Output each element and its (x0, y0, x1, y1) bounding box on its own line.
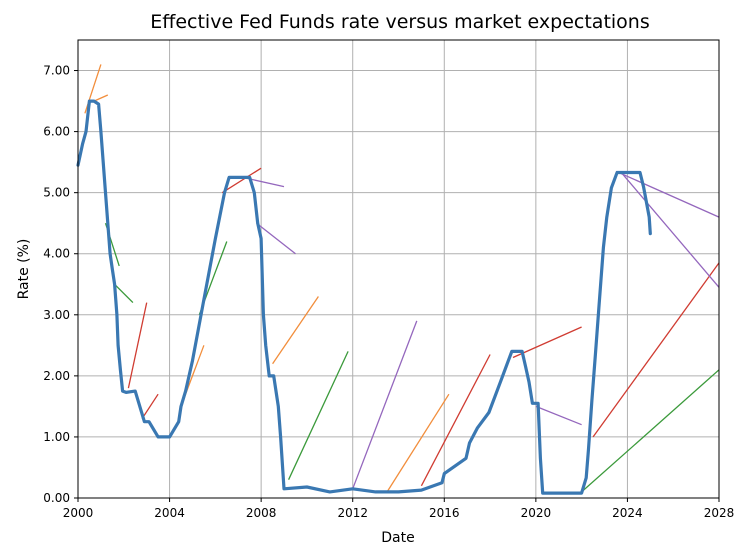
expectation-line (420, 354, 491, 487)
x-tick-label: 2024 (612, 506, 643, 520)
expectation-line (141, 393, 159, 419)
expectation-line (512, 326, 582, 359)
y-tick-label: 0.00 (43, 491, 70, 505)
expectation-line (386, 393, 450, 493)
x-tick-label: 2020 (521, 506, 552, 520)
axes-frame (77, 39, 720, 499)
x-tick-label: 2016 (429, 506, 460, 520)
expectation-line (535, 405, 582, 426)
y-tick-label: 2.00 (43, 369, 70, 383)
expectation-line (352, 320, 418, 490)
x-tick-label: 2004 (154, 506, 185, 520)
expectation-line (127, 302, 148, 389)
chart-title: Effective Fed Funds rate versus market e… (150, 11, 650, 33)
y-tick-label: 3.00 (43, 308, 70, 322)
effective-rate-line (76, 99, 652, 495)
y-tick-label: 7.00 (43, 64, 70, 78)
x-tick-label: 2008 (246, 506, 277, 520)
expectation-line (114, 283, 134, 304)
expectation-line (592, 262, 720, 438)
expectation-line (256, 222, 296, 255)
expectation-line (581, 369, 720, 493)
plot-area (76, 64, 720, 495)
expectation-line (93, 94, 109, 102)
y-axis-label: Rate (%) (16, 239, 32, 300)
y-tick-label: 6.00 (43, 125, 70, 139)
y-tick-label: 4.00 (43, 247, 70, 261)
ticks: 2000 2004 2008 2012 2016 2020 2024 2028 0.00 1.00… (43, 64, 734, 520)
x-axis-label: Date (381, 530, 414, 546)
x-tick-label: 2000 (63, 506, 94, 520)
y-tick-label: 5.00 (43, 186, 70, 200)
expectation-line (288, 351, 349, 480)
expectation-line (622, 173, 720, 288)
x-tick-label: 2028 (704, 506, 735, 520)
y-tick-label: 1.00 (43, 430, 70, 444)
expectation-line (615, 170, 720, 218)
x-tick-label: 2012 (337, 506, 368, 520)
expectation-line (221, 167, 262, 194)
expectation-line (272, 296, 319, 365)
